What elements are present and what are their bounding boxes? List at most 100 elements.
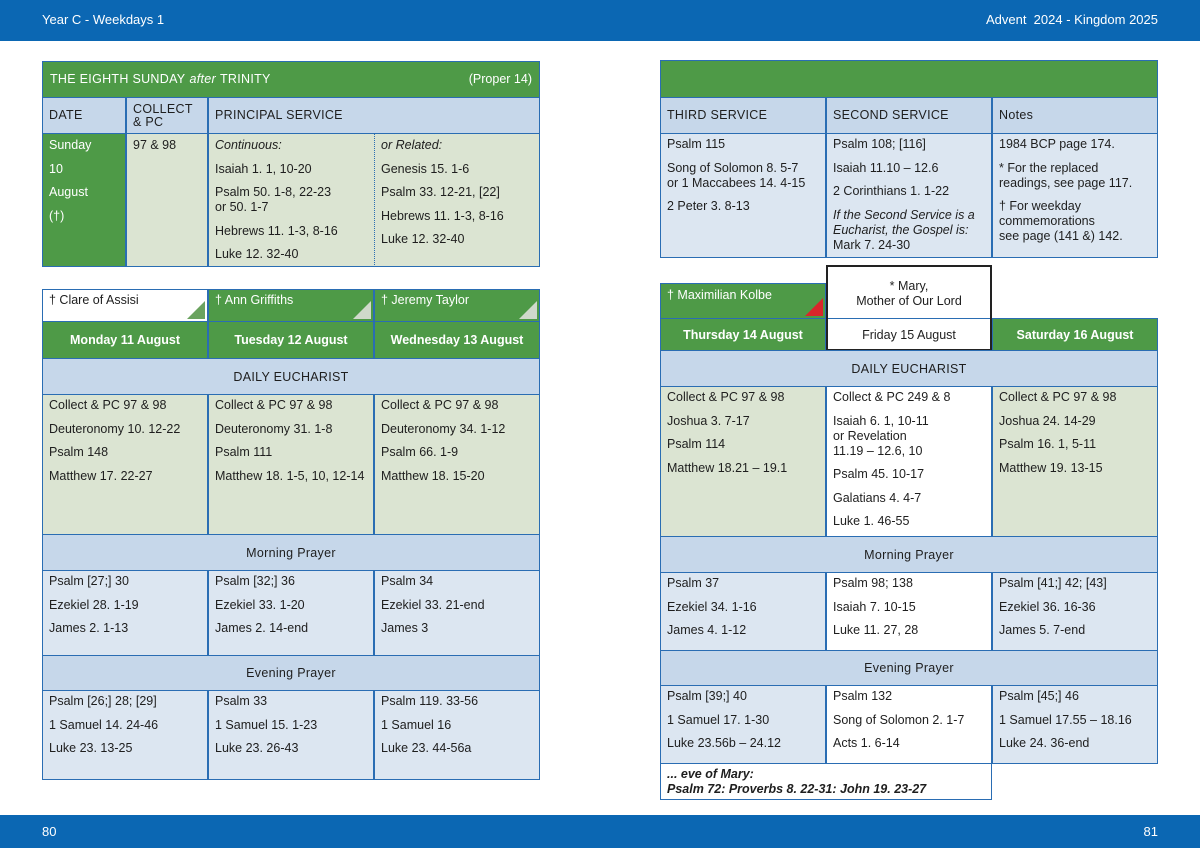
day: Wednesday 13 August	[374, 321, 540, 359]
reading: Psalm [41;] 42; [43]	[999, 576, 1107, 590]
section-label: DAILY EUCHARIST	[42, 358, 540, 395]
reading: Collect & PC 97 & 98	[381, 398, 499, 412]
section-label: Evening Prayer	[42, 655, 540, 691]
reading: Isaiah 11.10 – 12.6	[833, 160, 939, 175]
reading: Luke 12. 32-40	[381, 232, 465, 246]
cell-content: Sunday 10 August (†)	[43, 134, 125, 224]
section-label: DAILY EUCHARIST	[660, 350, 1158, 387]
service-cell: Psalm 108; [116] Isaiah 11.10 – 12.6 2 Cor…	[826, 133, 992, 258]
footer-bar	[0, 815, 1200, 848]
reading: Luke 11. 27, 28	[833, 623, 919, 637]
cell-content: Psalm [39;] 40 1 Samuel 17. 1-30 Luke 23.5…	[661, 686, 825, 751]
eucharist-cell: Collect & PC 97 & 98 Joshua 3. 7-17 Psalm …	[660, 386, 826, 537]
cell-content: Psalm 119. 33-56 1 Samuel 16 Luke 23. 44-5…	[375, 691, 539, 756]
reading: Psalm 33. 12-21, [22]	[381, 185, 500, 199]
reading: Ezekiel 28. 1-19	[49, 597, 139, 612]
reading: Psalm 72: Proverbs 8. 22-31: John 19. 23…	[667, 782, 927, 796]
commemoration: † Jeremy Taylor	[374, 289, 540, 322]
footer-left: 80	[42, 824, 57, 839]
morning-cell: Psalm 34 Ezekiel 33. 21-end James 3	[374, 570, 540, 656]
column-header: COLLECT & PC	[126, 97, 208, 134]
reading: 1 Samuel 16	[381, 717, 452, 732]
cell-content: Collect & PC 97 & 98 Joshua 3. 7-17 Psalm …	[661, 387, 825, 476]
day: Friday 15 August	[826, 318, 992, 351]
day: Monday 11 August	[42, 321, 208, 359]
reading: 1 Samuel 17. 1-30	[667, 712, 770, 727]
reading: Psalm [26;] 28; [29]	[49, 694, 157, 708]
reading: Collect & PC 97 & 98	[49, 398, 167, 412]
section-label: Morning Prayer	[42, 534, 540, 571]
eucharist-cell: Collect & PC 97 & 98 Deuteronomy 10. 12-2…	[42, 394, 208, 535]
reading: Collect & PC 249 & 8	[833, 390, 951, 404]
cell-content: Psalm [41;] 42; [43] Ezekiel 36. 16-36 Jam…	[993, 573, 1157, 638]
reading: ... eve of Mary:	[667, 767, 754, 781]
reading: Psalm 37	[667, 576, 720, 590]
reading: Luke 23.56b – 24.12	[667, 736, 781, 750]
reading: 1 Samuel 15. 1-23	[215, 717, 318, 732]
reading: Psalm 34	[381, 574, 434, 588]
reading: Hebrews 11. 1-3, 8-16	[381, 208, 504, 223]
reading: Psalm 115	[667, 137, 726, 151]
reading: Matthew 19. 13-15	[999, 460, 1103, 475]
reading: Psalm 108; [116]	[833, 137, 926, 151]
reading: Psalm [39;] 40	[667, 689, 747, 703]
header-bar	[0, 0, 1200, 41]
column-header: PRINCIPAL SERVICE	[208, 97, 540, 134]
reading: Luke 1. 46-55	[833, 514, 910, 528]
cell-content: Psalm 37 Ezekiel 34. 1-16 James 4. 1-12	[661, 573, 825, 638]
reading: Luke 23. 44-56a	[381, 741, 472, 755]
column-header: Notes	[992, 97, 1158, 134]
reading: 1 Samuel 17.55 – 18.16	[999, 712, 1132, 727]
cell-content: Collect & PC 97 & 98 Deuteronomy 10. 12-2…	[43, 395, 207, 484]
reading: Collect & PC 97 & 98	[667, 390, 785, 404]
commemoration: † Ann Griffiths	[208, 289, 374, 322]
reading: Galatians 4. 4-7	[833, 490, 922, 505]
cell-content: 1984 BCP page 174. * For the replaced rea…	[993, 134, 1157, 244]
cell-content: Psalm 108; [116] Isaiah 11.10 – 12.6 2 Cor…	[827, 134, 991, 253]
evening-cell: Psalm 132 Song of Solomon 2. 1-7 Acts 1. 6…	[826, 685, 992, 764]
continuous-cell: Continuous: Isaiah 1. 1, 10-20 Psalm 50. 1…	[208, 133, 374, 267]
reading: Luke 23. 26-43	[215, 741, 299, 755]
date-cell: Sunday 10 August (†)	[42, 133, 126, 267]
reading: Psalm 50. 1-8, 22-23 or 50. 1-7	[215, 185, 332, 214]
header-right: Advent 2024 - Kingdom 2025	[985, 12, 1158, 27]
evening-cell: Psalm [45;] 46 1 Samuel 17.55 – 18.16 Luke…	[992, 685, 1158, 764]
cell-content: Collect & PC 249 & 8 Isaiah 6. 1, 10-11 o…	[827, 387, 991, 529]
reading: Matthew 18. 1-5, 10, 12-14	[215, 468, 365, 483]
reading: Hebrews 11. 1-3, 8-16	[215, 223, 338, 238]
column-header: SECOND SERVICE	[826, 97, 992, 134]
reading: Isaiah 1. 1, 10-20	[215, 161, 312, 176]
sunday-title-bar: THE EIGHTH SUNDAY after TRINITY (Proper 14)	[42, 61, 540, 98]
evening-cell: Psalm 33 1 Samuel 15. 1-23 Luke 23. 26-43	[208, 690, 374, 780]
reading: James 2. 1-13	[49, 621, 129, 635]
evening-cell: Psalm [26;] 28; [29] 1 Samuel 14. 24-46 Lu…	[42, 690, 208, 780]
collect: 97 & 98	[133, 138, 177, 152]
section-label: Evening Prayer	[660, 650, 1158, 686]
reading: Isaiah 6. 1, 10-11 or Revelation 11.19 –…	[833, 413, 929, 458]
feast-box: * Mary, Mother of Our Lord	[826, 265, 992, 351]
reading: 1 Samuel 14. 24-46	[49, 717, 159, 732]
morning-cell: Psalm 98; 138 Isaiah 7. 10-15 Luke 11. 27,…	[826, 572, 992, 651]
corner-mark	[187, 301, 205, 319]
reading: Matthew 17. 22-27	[49, 468, 153, 483]
sunday-title: THE EIGHTH SUNDAY after TRINITY	[50, 72, 271, 86]
reading: If the Second Service is a Eucharist, th…	[833, 207, 975, 237]
cell-content: Psalm [26;] 28; [29] 1 Samuel 14. 24-46 Lu…	[43, 691, 207, 756]
reading: Psalm 111	[215, 445, 273, 459]
morning-cell: Psalm [41;] 42; [43] Ezekiel 36. 16-36 Jam…	[992, 572, 1158, 651]
reading: Continuous:	[215, 138, 282, 152]
cell-content: Psalm 115 Song of Solomon 8. 5-7 or 1 Mac…	[661, 134, 825, 214]
cell-content: Psalm 33 1 Samuel 15. 1-23 Luke 23. 26-43	[209, 691, 373, 756]
reading: Joshua 3. 7-17	[667, 413, 750, 428]
reading: Matthew 18. 15-20	[381, 468, 485, 483]
cell-content: Collect & PC 97 & 98 Deuteronomy 34. 1-12…	[375, 395, 539, 484]
reading: James 2. 14-end	[215, 621, 309, 635]
reading: Luke 23. 13-25	[49, 741, 133, 755]
reading: James 5. 7-end	[999, 623, 1086, 637]
reading: Song of Solomon 8. 5-7 or 1 Maccabees 14…	[667, 160, 806, 190]
cell-content: Collect & PC 97 & 98 Joshua 24. 14-29 Psal…	[993, 387, 1157, 476]
title-part: after	[189, 72, 216, 86]
commemoration: † Maximilian Kolbe	[660, 283, 826, 319]
commemoration: † Clare of Assisi	[42, 289, 208, 322]
